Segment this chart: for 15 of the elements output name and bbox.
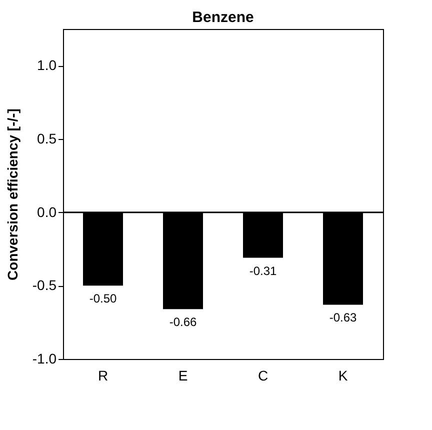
x-tick-label: R: [98, 368, 108, 384]
y-axis-title: Conversion efficiency [-/-]: [4, 108, 20, 280]
x-tick-label: K: [338, 368, 348, 384]
y-tick-label: -0.5: [32, 277, 57, 294]
data-label: -0.50: [89, 292, 117, 306]
y-tick-label: 1.0: [37, 57, 57, 74]
x-tick-label: E: [178, 368, 188, 384]
data-label: -0.66: [169, 315, 197, 330]
chart-title: Benzene: [192, 9, 254, 26]
x-tick-label: C: [258, 368, 268, 384]
data-label: -0.31: [249, 264, 277, 278]
y-tick-label: 0.5: [37, 130, 57, 146]
data-label: -0.63: [329, 310, 357, 325]
y-tick-label: 0.0: [37, 204, 57, 220]
y-tick-label: -1.0: [32, 350, 57, 366]
